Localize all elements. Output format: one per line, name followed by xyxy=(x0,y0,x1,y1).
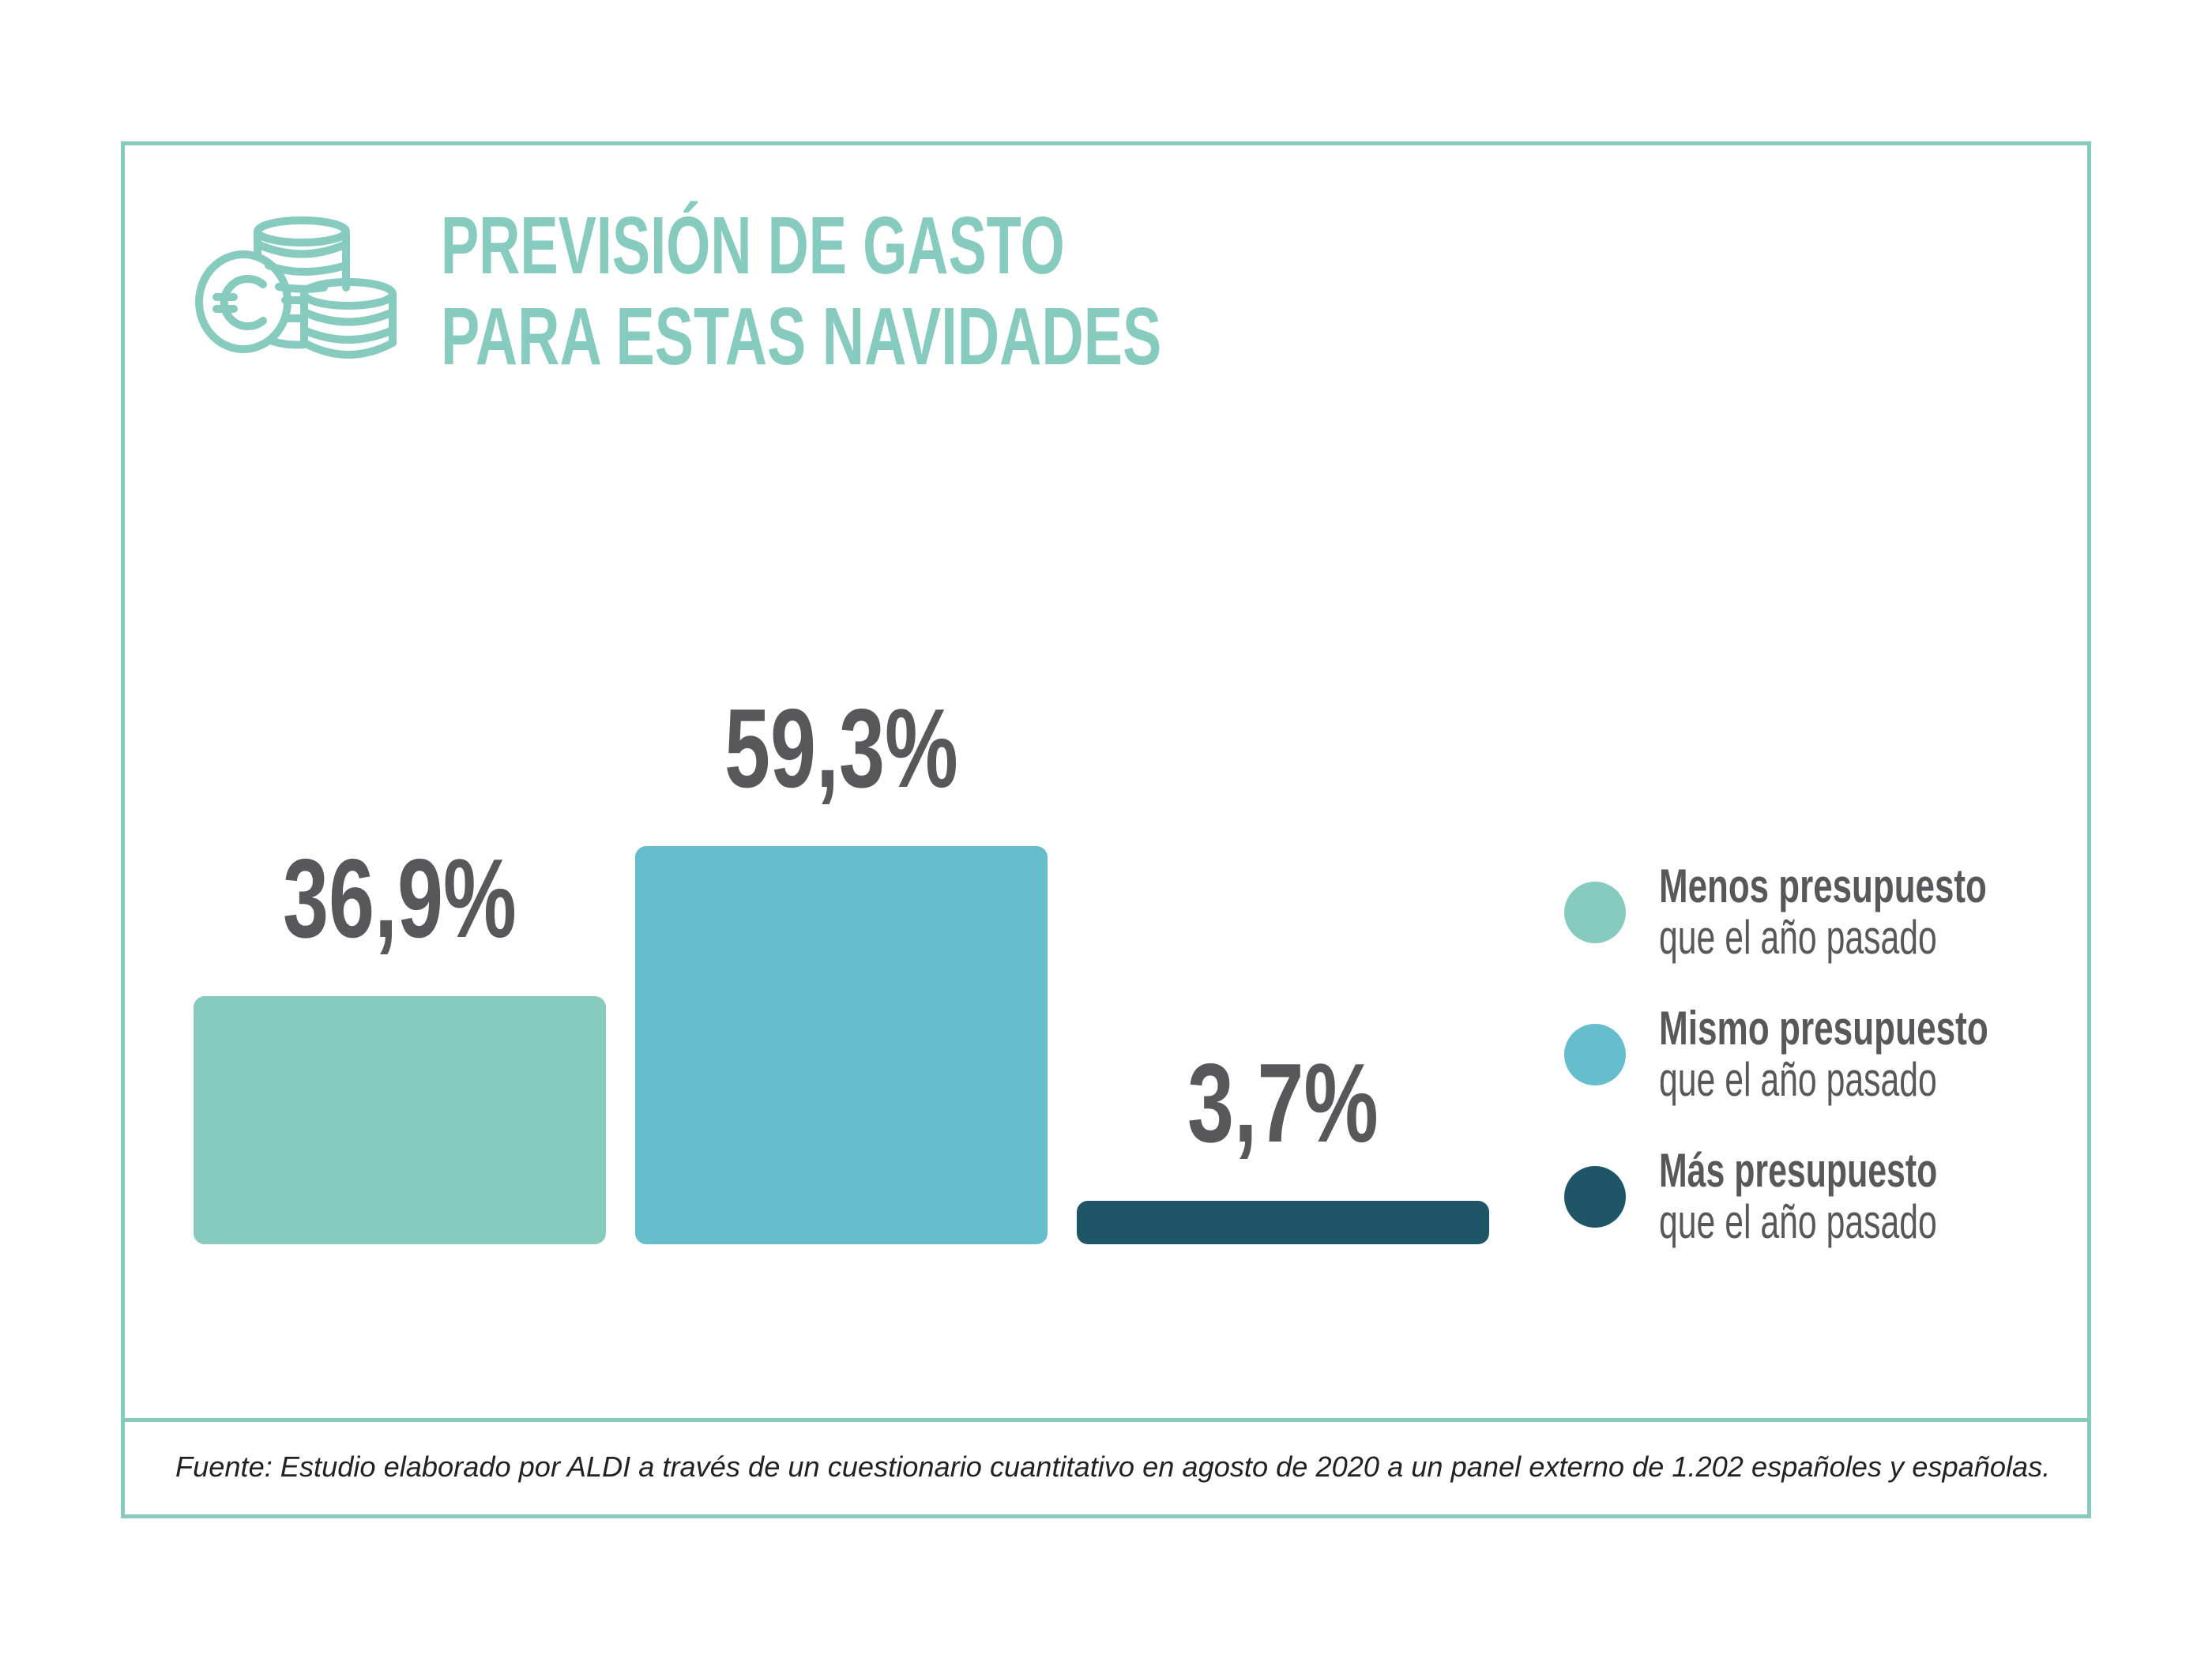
title-line-2: PARA ESTAS NAVIDADES xyxy=(441,291,1162,382)
legend-sublabel-mismo: que el año pasado xyxy=(1659,1053,1937,1106)
data-label-mas: 3,7% xyxy=(1187,1040,1379,1166)
bar-menos-presupuesto xyxy=(194,996,606,1244)
source-footnote: Fuente: Estudio elaborado por ALDI a tra… xyxy=(175,1450,2051,1483)
legend-sublabel-menos: que el año pasado xyxy=(1659,911,1937,964)
bar-mismo-presupuesto xyxy=(635,845,1048,1244)
legend-label-mismo: Mismo presupuesto xyxy=(1659,1002,1988,1055)
legend-sublabel-mas: que el año pasado xyxy=(1659,1195,1937,1248)
title-line-1: PREVISIÓN DE GASTO xyxy=(441,200,1065,291)
footer-divider xyxy=(121,1418,2091,1422)
euro-coins-stack-icon xyxy=(195,216,397,359)
legend-swatch-mas xyxy=(1564,1166,1626,1228)
legend-label-menos: Menos presupuesto xyxy=(1659,860,1987,912)
data-label-menos: 36,9% xyxy=(283,836,517,962)
legend-label-mas: Más presupuesto xyxy=(1659,1144,1938,1197)
infographic-frame xyxy=(121,141,2091,1518)
data-label-mismo: 59,3% xyxy=(724,685,958,811)
bar-mas-presupuesto xyxy=(1077,1201,1489,1244)
legend-swatch-menos xyxy=(1564,882,1626,943)
legend-swatch-mismo xyxy=(1564,1024,1626,1085)
